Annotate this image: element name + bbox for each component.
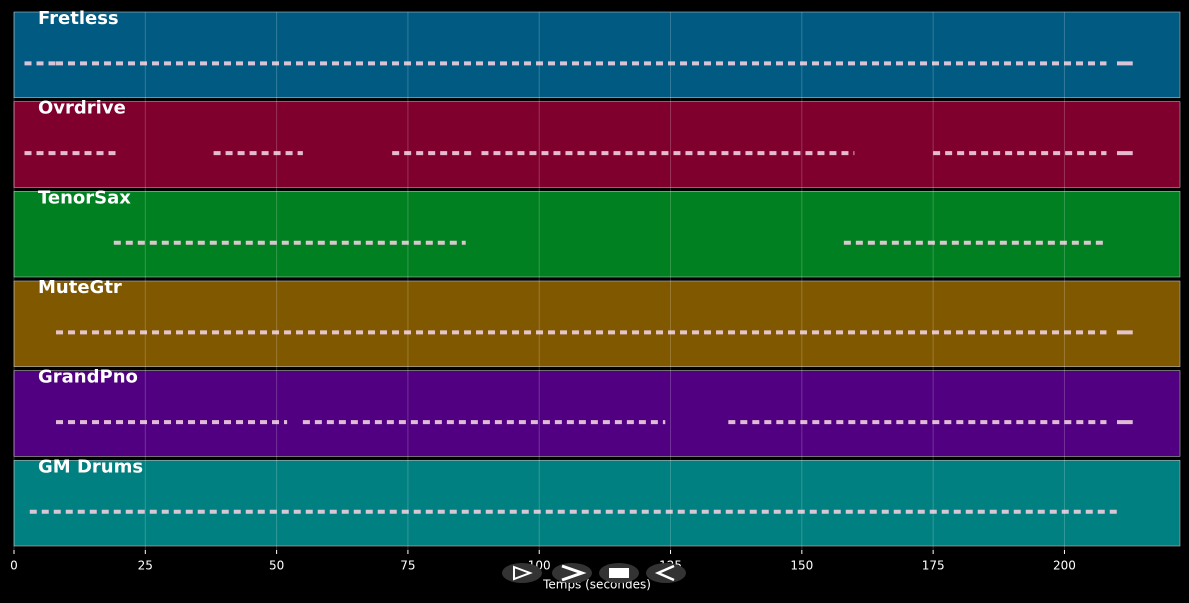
track-name: TenorSax <box>38 187 131 208</box>
x-tick-label: 25 <box>138 559 153 573</box>
x-tick-label: 150 <box>790 559 813 573</box>
x-tick-label: 0 <box>10 559 18 573</box>
playback-controls <box>502 563 686 583</box>
track-band <box>13 191 1181 278</box>
x-tick-label: 175 <box>922 559 945 573</box>
track-name: GM Drums <box>38 456 143 477</box>
track-band <box>13 101 1181 188</box>
x-tick-label: 75 <box>400 559 415 573</box>
x-tick-label: 200 <box>1053 559 1076 573</box>
stop-button[interactable] <box>599 563 639 583</box>
track-band <box>13 460 1181 547</box>
plot-area: Fretless Ovrdrive TenorSax MuteGtr GrandPno G… <box>10 8 1181 573</box>
forward-button[interactable] <box>552 563 592 583</box>
track-band <box>13 11 1181 98</box>
track-name: GrandPno <box>38 367 138 388</box>
track-name: Ovrdrive <box>38 98 126 119</box>
track-name: Fretless <box>38 8 119 29</box>
play-button[interactable] <box>502 563 542 583</box>
x-tick-label: 50 <box>269 559 284 573</box>
track-name: MuteGtr <box>38 277 122 298</box>
track-band <box>13 280 1181 367</box>
track-band <box>13 370 1181 457</box>
back-button[interactable] <box>646 563 686 583</box>
